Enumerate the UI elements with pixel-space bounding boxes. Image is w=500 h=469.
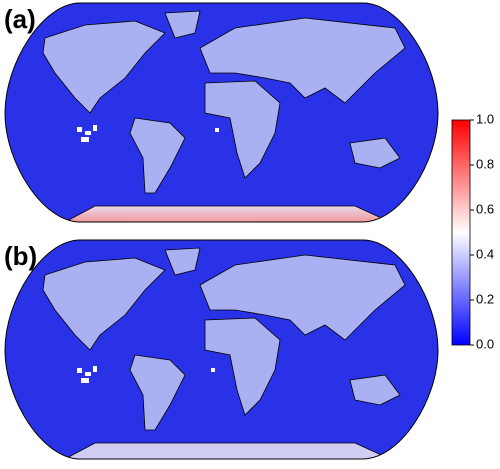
panel-label: (a) (4, 4, 36, 34)
tick-label: 0.0 (476, 336, 494, 351)
map-a (4, 2, 439, 223)
tick-label: 0.8 (476, 156, 494, 171)
tick-label: 0.2 (476, 291, 494, 306)
tick-label: 0.4 (476, 246, 494, 261)
map-b (4, 239, 439, 460)
tick-label: 0.6 (476, 201, 494, 216)
colorbar (451, 119, 471, 346)
tick-label: 1.0 (476, 111, 494, 126)
panel-label: (b) (4, 241, 37, 271)
